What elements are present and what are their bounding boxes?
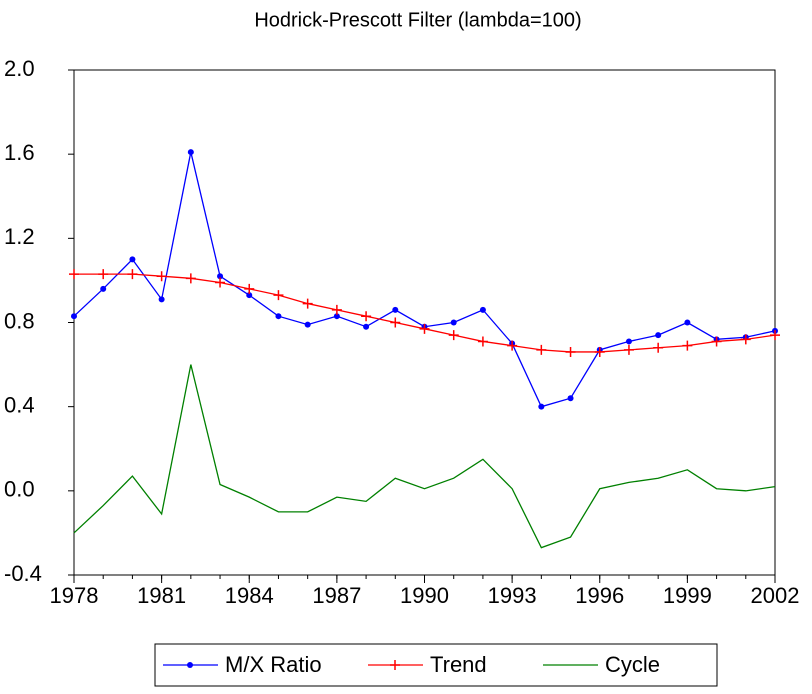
point [567, 395, 574, 402]
point [623, 344, 634, 355]
chart-title: Hodrick-Prescott Filter (lambda=100) [254, 9, 581, 31]
point [740, 334, 751, 345]
x-tick-label: 1984 [225, 583, 274, 608]
x-tick-label: 1978 [50, 583, 99, 608]
point [392, 306, 399, 313]
plot-frame [73, 69, 776, 576]
point [361, 311, 372, 322]
point [625, 338, 632, 345]
legend-box [154, 643, 718, 687]
point [390, 317, 401, 328]
point [246, 292, 253, 299]
y-tick-label: 1.6 [4, 140, 35, 165]
point [69, 269, 79, 280]
y-tick-label: 2.0 [4, 56, 35, 81]
point [390, 660, 400, 670]
point [187, 149, 194, 156]
point [98, 269, 109, 280]
point [158, 296, 165, 303]
point [304, 321, 311, 328]
series-line [73, 364, 776, 549]
point [363, 323, 370, 330]
point [594, 346, 605, 357]
point [770, 330, 780, 341]
point [711, 336, 722, 347]
point [273, 290, 284, 301]
point [538, 403, 545, 410]
legend-label: Cycle [605, 652, 660, 677]
point [684, 319, 691, 326]
point [479, 306, 486, 313]
point [71, 313, 77, 320]
point [507, 340, 518, 351]
point [565, 346, 576, 357]
legend-label: M/X Ratio [225, 652, 322, 677]
series-line [73, 151, 776, 408]
point [100, 285, 107, 292]
point [244, 283, 255, 294]
x-tick-label: 1996 [575, 583, 624, 608]
legend-label: Trend [430, 652, 487, 677]
x-tick-label: 1993 [488, 583, 537, 608]
point [156, 271, 167, 282]
x-tick-label: 1987 [312, 583, 361, 608]
point [275, 313, 282, 320]
point [536, 344, 547, 355]
point [333, 313, 340, 320]
y-tick-label: 0.8 [4, 308, 35, 333]
y-tick-label: 1.2 [4, 224, 35, 249]
point [419, 323, 430, 334]
point [215, 277, 226, 288]
point [129, 256, 136, 263]
point [217, 273, 224, 280]
point [302, 298, 313, 309]
series-line [74, 273, 776, 353]
y-tick-label: 0.0 [4, 477, 35, 502]
y-tick-label: -0.4 [4, 561, 42, 586]
point [653, 342, 664, 353]
x-tick-label: 1999 [663, 583, 712, 608]
point [450, 319, 457, 326]
point [448, 330, 459, 341]
x-tick-label: 1981 [137, 583, 186, 608]
y-tick-label: 0.4 [4, 392, 35, 417]
x-tick-label: 1990 [400, 583, 449, 608]
point [331, 304, 342, 315]
point [682, 340, 693, 351]
point [477, 336, 488, 347]
x-tick-label: 2002 [751, 583, 800, 608]
point [127, 269, 138, 280]
point [187, 662, 193, 668]
point [655, 332, 662, 339]
point [185, 273, 196, 284]
